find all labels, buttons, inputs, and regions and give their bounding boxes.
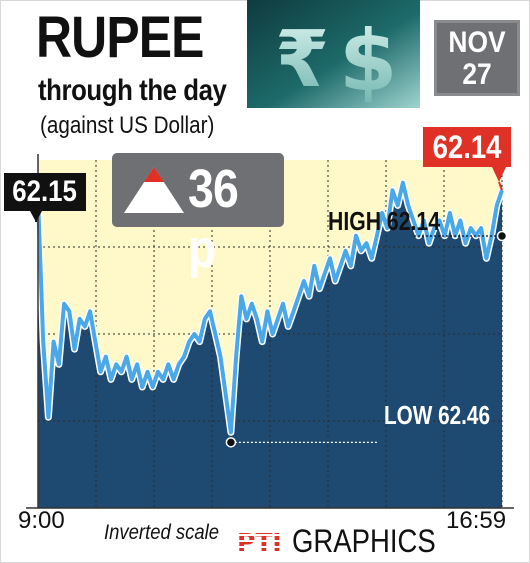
close-callout-pointer <box>492 167 506 182</box>
scale-note: Inverted scale <box>104 521 220 544</box>
low-label: LOW 62.46 <box>384 400 490 430</box>
date-month: NOV <box>448 26 506 59</box>
chart-note: (against US Dollar) <box>40 112 215 139</box>
triangle-up-icon <box>124 167 184 213</box>
pti-logo-icon: PTI <box>236 526 288 556</box>
low-marker <box>225 437 237 448</box>
series-line <box>36 180 504 435</box>
change-badge: 36 p <box>112 153 284 279</box>
svg-text:$: $ <box>339 12 397 108</box>
close-callout-leader <box>498 181 503 191</box>
svg-text:₹: ₹ <box>275 15 329 105</box>
change-value: 36 p <box>188 159 239 279</box>
high-marker <box>496 230 508 242</box>
high-label: HIGH 62.14 <box>328 206 440 236</box>
rupee-dollar-icon: ₹ $ <box>247 0 420 108</box>
chart-subtitle: through the day <box>38 74 227 107</box>
open-value: 62.15 <box>12 175 78 208</box>
date-day: 27 <box>462 58 492 91</box>
x-axis-start-label: 9:00 <box>18 507 65 534</box>
chart-title: RUPEE <box>36 5 204 70</box>
open-value-callout: 62.15 <box>4 173 86 211</box>
close-value: 62.14 <box>432 129 502 165</box>
agency-label: GRAPHICS <box>292 523 436 559</box>
date-badge: NOV 27 <box>434 20 520 96</box>
x-axis-end-label: 16:59 <box>446 507 507 534</box>
close-value-callout: 62.14 <box>423 127 511 167</box>
